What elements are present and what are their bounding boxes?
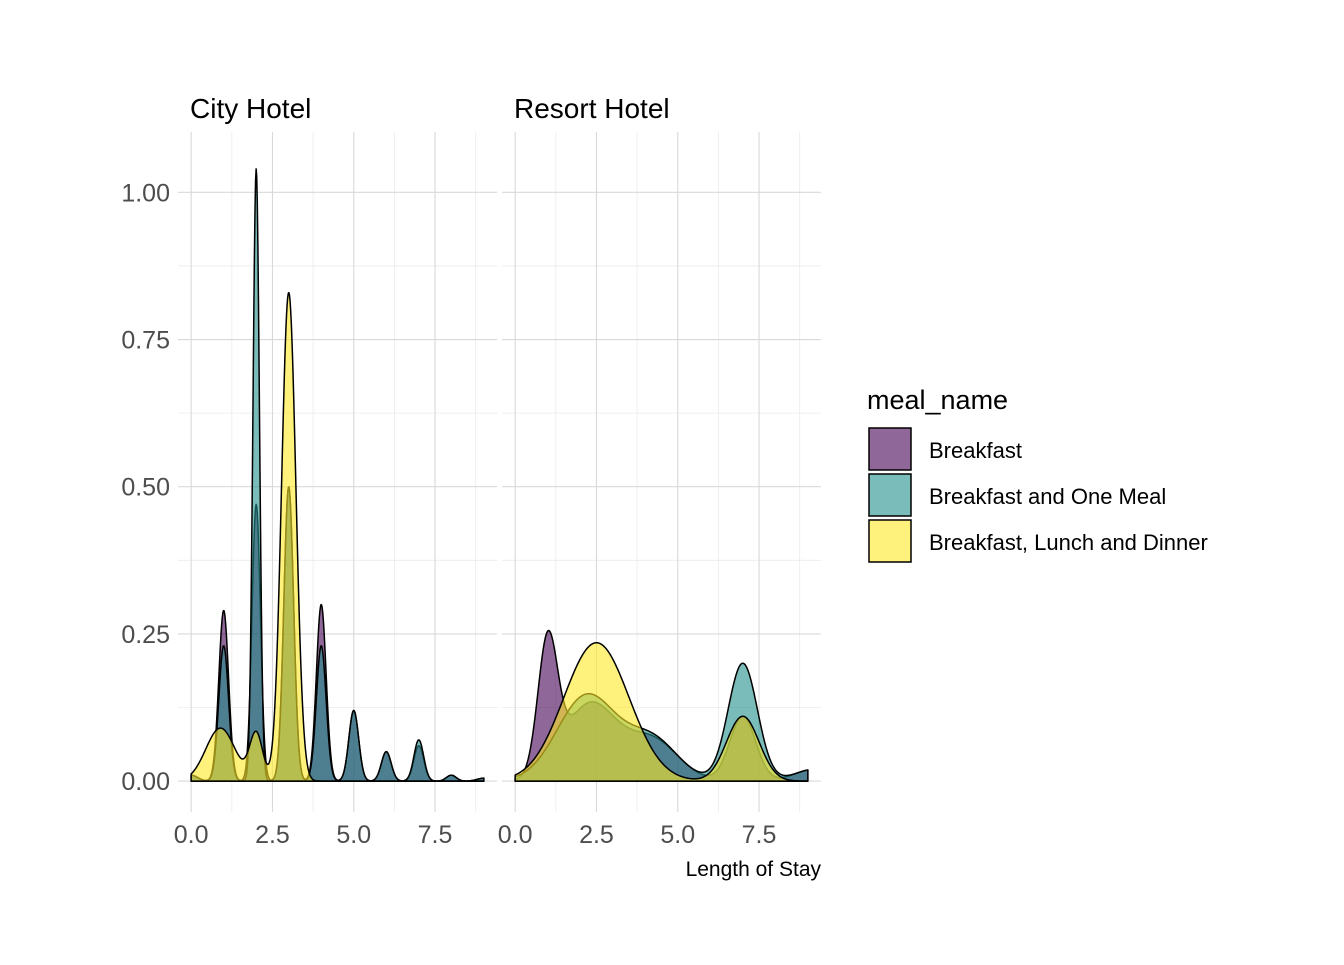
legend: meal_name Breakfast Breakfast and One Me… <box>867 385 1208 563</box>
legend-title: meal_name <box>867 385 1008 415</box>
x-tick-label: 2.5 <box>579 821 614 849</box>
y-tick-label: 1.00 <box>121 179 170 207</box>
panel-city-hotel: City Hotel 0.0 2.5 5.0 7.5 <box>174 93 497 849</box>
x-axis-title: Length of Stay <box>686 858 822 881</box>
density-breakfast-and-one-meal <box>190 168 485 782</box>
x-tick-label: 0.0 <box>498 821 533 849</box>
legend-key-full-board <box>868 519 912 563</box>
x-tick-label: 2.5 <box>255 821 290 849</box>
y-tick-label: 0.50 <box>121 474 170 502</box>
legend-key-breakfast-one-meal <box>868 473 912 517</box>
y-tick-label: 0.25 <box>121 621 170 649</box>
legend-key-breakfast <box>868 427 912 471</box>
y-tick-label: 0.00 <box>121 768 170 796</box>
panel-resort-hotel: Resort Hotel 0.0 2.5 5.0 7.5 <box>498 93 821 849</box>
legend-label-breakfast: Breakfast <box>929 438 1022 463</box>
x-tick-label: 7.5 <box>742 821 777 849</box>
facet-title: Resort Hotel <box>514 93 670 124</box>
y-axis: 0.00 0.25 0.50 0.75 1.00 <box>121 179 170 796</box>
y-tick-label: 0.75 <box>121 327 170 355</box>
legend-label-breakfast-one-meal: Breakfast and One Meal <box>929 484 1166 509</box>
legend-label-full-board: Breakfast, Lunch and Dinner <box>929 530 1208 555</box>
x-tick-label: 0.0 <box>174 821 209 849</box>
facet-title: City Hotel <box>190 93 311 124</box>
x-tick-label: 7.5 <box>418 821 453 849</box>
density-breakfast-lunch-and-dinner <box>190 291 485 782</box>
x-tick-label: 5.0 <box>660 821 695 849</box>
density-breakfast-lunch-and-dinner <box>514 641 809 782</box>
x-tick-label: 5.0 <box>336 821 371 849</box>
